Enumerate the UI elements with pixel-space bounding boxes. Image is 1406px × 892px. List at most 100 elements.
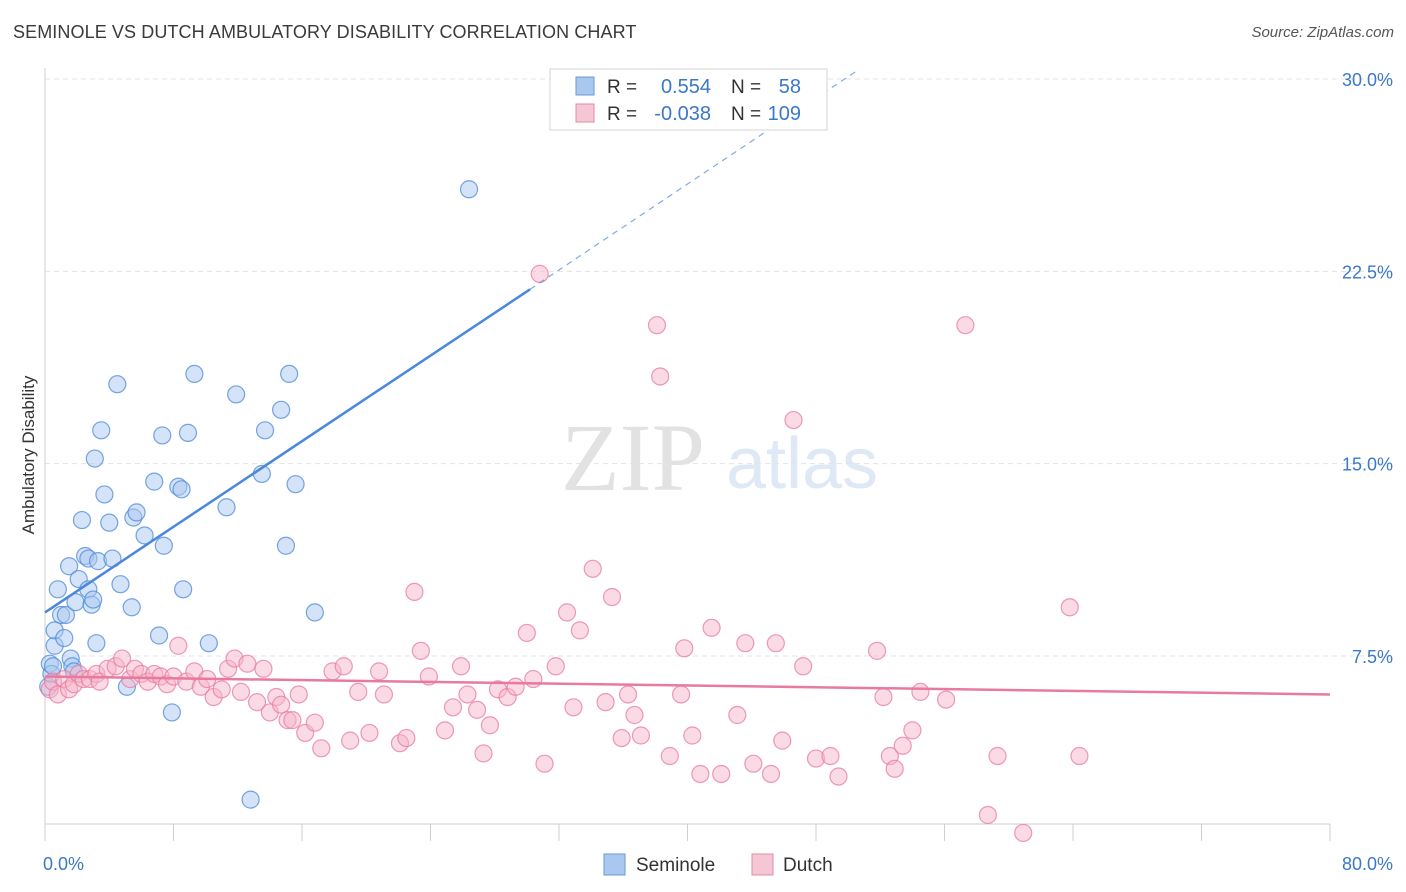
data-point-dutch: [702, 618, 721, 637]
data-point-dutch: [530, 264, 549, 283]
data-point-seminole: [272, 400, 291, 419]
data-point-dutch: [744, 754, 763, 773]
data-point-seminole: [48, 580, 67, 599]
data-point-seminole: [55, 628, 74, 648]
legend-n-label-seminole: N =: [731, 77, 761, 98]
data-point-dutch: [874, 687, 893, 707]
legend-swatch-dutch: [575, 103, 595, 123]
data-point-seminole: [149, 626, 169, 645]
x-tick-label: 80.0%: [1342, 854, 1393, 874]
data-point-dutch: [397, 728, 416, 748]
data-point-seminole: [286, 475, 305, 494]
legend-top-box: [549, 68, 828, 131]
data-point-dutch: [683, 726, 702, 745]
legend-r-value-seminole: 0.554: [661, 76, 711, 98]
data-point-dutch: [885, 759, 904, 778]
data-point-dutch: [360, 723, 379, 743]
data-point-dutch: [411, 641, 430, 660]
data-point-dutch: [728, 705, 747, 725]
data-point-dutch: [374, 685, 394, 704]
watermark-zip: ZIP: [561, 404, 705, 511]
data-points: [39, 180, 1089, 843]
data-point-dutch: [272, 695, 291, 714]
data-point-seminole: [145, 472, 164, 491]
data-point-dutch: [1014, 823, 1033, 843]
data-point-dutch: [349, 682, 368, 702]
legend-bottom: Seminole Dutch: [603, 853, 833, 876]
data-point-seminole: [174, 580, 193, 599]
data-point-dutch: [794, 657, 813, 676]
data-point-seminole: [217, 498, 236, 517]
legend-bottom-label-dutch: Dutch: [783, 855, 833, 876]
data-point-dutch: [112, 649, 132, 668]
y-tick-label: 30.0%: [1342, 70, 1393, 90]
data-point-dutch: [821, 746, 840, 766]
legend-bottom-swatch-seminole: [603, 853, 626, 876]
legend-r-value-dutch: -0.038: [654, 103, 711, 125]
legend-bottom-label-seminole: Seminole: [636, 855, 715, 876]
source-label: Source: ZipAtlas.com: [1251, 24, 1394, 41]
data-point-seminole: [59, 557, 79, 576]
data-point-seminole: [153, 426, 172, 445]
data-point-dutch: [675, 639, 694, 658]
data-point-dutch: [289, 685, 308, 704]
legend-n-label-dutch: N =: [731, 104, 761, 125]
x-tick-label: 0.0%: [43, 854, 84, 874]
data-point-dutch: [443, 698, 463, 717]
data-point-dutch: [712, 764, 731, 784]
data-point-seminole: [127, 503, 146, 522]
data-point-seminole: [227, 385, 246, 404]
data-point-dutch: [451, 657, 471, 676]
data-point-seminole: [172, 480, 191, 499]
data-point-seminole: [135, 526, 154, 545]
data-point-dutch: [1060, 598, 1079, 617]
legend-bottom-swatch-dutch: [751, 853, 774, 876]
data-point-seminole: [92, 421, 111, 440]
data-point-dutch: [1070, 746, 1089, 766]
data-point-seminole: [122, 598, 141, 617]
legend-n-value-dutch: 109: [768, 103, 801, 125]
data-point-dutch: [517, 623, 536, 643]
data-point-seminole: [87, 634, 106, 653]
data-point-dutch: [524, 669, 543, 689]
data-point-dutch: [647, 316, 667, 335]
data-point-dutch: [651, 367, 670, 386]
data-point-dutch: [736, 634, 755, 653]
data-point-seminole: [276, 536, 296, 555]
data-point-dutch: [458, 685, 477, 704]
data-point-dutch: [766, 634, 785, 653]
data-point-dutch: [474, 744, 493, 763]
data-point-seminole: [108, 375, 127, 394]
y-tick-label: 7.5%: [1352, 647, 1393, 667]
data-point-dutch: [602, 587, 622, 607]
y-tick-label: 15.0%: [1342, 455, 1393, 475]
data-point-seminole: [100, 513, 119, 532]
data-point-dutch: [238, 654, 257, 673]
data-point-dutch: [564, 698, 583, 717]
tick-labels: 7.5% 15.0% 22.5% 30.0% 0.0% 80.0%: [43, 70, 1393, 874]
data-point-dutch: [247, 693, 267, 712]
data-point-seminole: [178, 423, 198, 442]
legend-top: R = 0.554 N = 58 R = -0.038 N = 109: [549, 68, 828, 131]
data-point-dutch: [557, 603, 577, 622]
data-point-dutch: [334, 657, 353, 676]
data-point-dutch: [773, 731, 792, 750]
legend-swatch-seminole: [575, 76, 595, 96]
data-point-dutch: [625, 705, 644, 725]
chart-title: SEMINOLE VS DUTCH AMBULATORY DISABILITY …: [13, 22, 637, 42]
data-point-dutch: [978, 805, 997, 825]
y-tick-label: 22.5%: [1342, 262, 1393, 282]
data-point-dutch: [631, 726, 651, 745]
data-point-seminole: [56, 605, 75, 625]
data-point-seminole: [72, 510, 92, 530]
data-point-seminole: [162, 703, 181, 722]
data-point-seminole: [459, 180, 479, 199]
axes: [44, 68, 1331, 841]
data-point-dutch: [761, 764, 781, 784]
data-point-dutch: [254, 659, 273, 678]
data-point-dutch: [467, 700, 487, 719]
data-point-dutch: [691, 764, 710, 784]
data-point-dutch: [937, 690, 956, 709]
data-point-dutch: [212, 680, 231, 699]
gridlines: [45, 78, 1392, 657]
